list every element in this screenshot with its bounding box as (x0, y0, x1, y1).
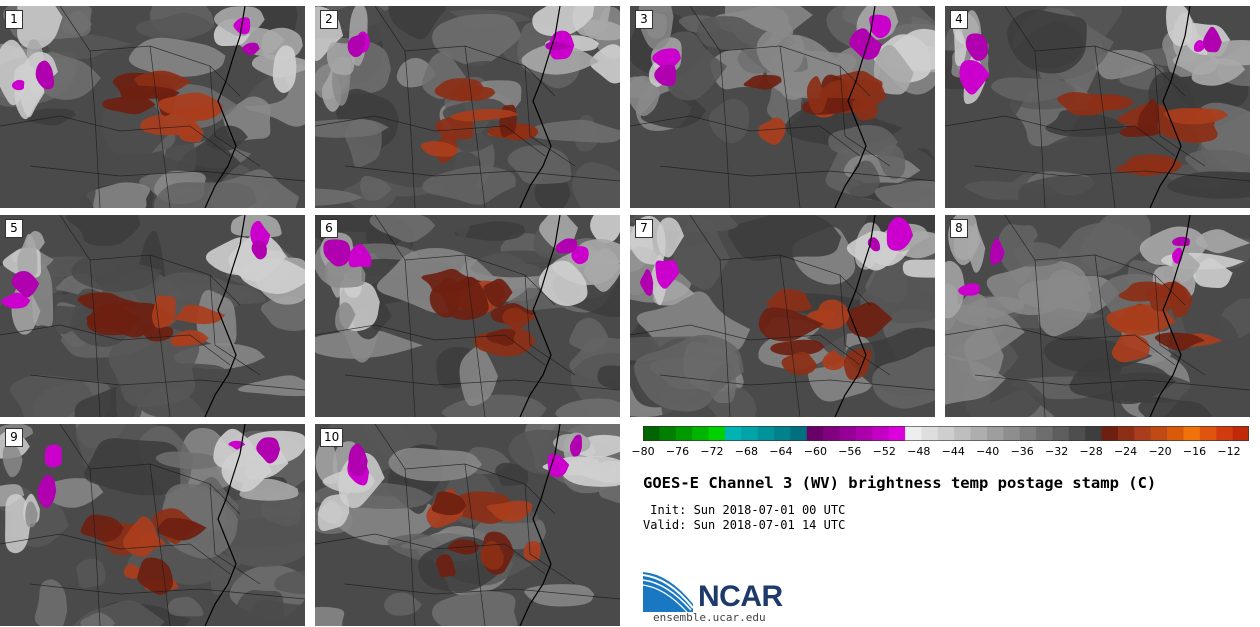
panel-number: 2 (320, 10, 338, 29)
colorbar-segment (1199, 426, 1217, 441)
panel-number: 1 (5, 10, 23, 29)
colorbar-tick-label: −68 (734, 445, 759, 458)
colorbar (643, 426, 1249, 441)
wv-map (315, 215, 620, 417)
colorbar-tick-label: −64 (769, 445, 793, 458)
plot-title: GOES-E Channel 3 (WV) brightness temp po… (643, 474, 1157, 492)
wv-map (630, 215, 935, 417)
ncar-logo-icon (643, 572, 694, 612)
colorbar-tick-label: −12 (1217, 445, 1241, 458)
colorbar-segment (675, 426, 693, 441)
colorbar-segment (1003, 426, 1021, 441)
colorbar-segment (1068, 426, 1086, 441)
panel-number: 5 (5, 219, 23, 238)
colorbar-tick-label: −56 (838, 445, 862, 458)
colorbar-segment (1052, 426, 1070, 441)
panel-number: 6 (320, 219, 338, 238)
colorbar-tick-label: −80 (631, 445, 655, 458)
colorbar-segment (1232, 426, 1249, 441)
colorbar-segment (708, 426, 726, 441)
wv-map (945, 6, 1250, 208)
panel-10: 10 (315, 424, 620, 626)
colorbar-segment (954, 426, 972, 441)
panel-number: 10 (320, 428, 344, 447)
colorbar-segment (905, 426, 922, 441)
panel-2: 2 (315, 6, 620, 208)
colorbar-segment (659, 426, 677, 441)
colorbar-tick-label: −24 (1113, 445, 1138, 458)
colorbar-tick-label: −76 (665, 445, 690, 458)
colorbar-segment (692, 426, 710, 441)
colorbar-segment (888, 426, 906, 441)
colorbar-segment (741, 426, 759, 441)
colorbar-segment (1019, 426, 1037, 441)
colorbar-segment (1183, 426, 1201, 441)
init-time: Init: Sun 2018-07-01 00 UTC (643, 503, 846, 517)
colorbar-tick-label: −36 (1010, 445, 1034, 458)
colorbar-tick-label: −40 (976, 445, 1000, 458)
colorbar-segment (986, 426, 1004, 441)
colorbar-segment (855, 426, 873, 441)
panel-number: 9 (5, 428, 23, 447)
site-url: ensemble.ucar.edu (653, 611, 766, 624)
panel-number: 8 (950, 219, 968, 238)
colorbar-segment (1150, 426, 1168, 441)
panel-7: 7 (630, 215, 935, 417)
colorbar-tick-label: −60 (803, 445, 827, 458)
colorbar-tick-label: −48 (907, 445, 931, 458)
colorbar-segment (970, 426, 988, 441)
panel-number: 4 (950, 10, 968, 29)
colorbar-segment (757, 426, 775, 441)
colorbar-segment (937, 426, 955, 441)
colorbar-tick-label: −72 (700, 445, 724, 458)
ncar-logo-text: NCAR (698, 580, 783, 613)
colorbar-segment (1167, 426, 1184, 441)
colorbar-segment (823, 426, 841, 441)
panel-4: 4 (945, 6, 1250, 208)
panel-5: 5 (0, 215, 305, 417)
colorbar-segment (839, 426, 857, 441)
colorbar-tick-label: −32 (1045, 445, 1069, 458)
wv-map (315, 6, 620, 208)
colorbar-segment (1117, 426, 1135, 441)
colorbar-segment (643, 426, 660, 441)
colorbar-segment (724, 426, 742, 441)
colorbar-segment (872, 426, 890, 441)
colorbar-segment (1101, 426, 1119, 441)
colorbar-segment (1216, 426, 1234, 441)
colorbar-segment (1085, 426, 1103, 441)
wv-map (0, 424, 305, 626)
panel-number: 7 (635, 219, 653, 238)
wv-map (945, 215, 1250, 417)
colorbar-tick-label: −28 (1079, 445, 1103, 458)
wv-map (630, 6, 935, 208)
panel-1: 1 (0, 6, 305, 208)
panel-number: 3 (635, 10, 653, 29)
colorbar-segment (1036, 426, 1053, 441)
wv-map (0, 6, 305, 208)
colorbar-tick-label: −20 (1148, 445, 1172, 458)
panel-3: 3 (630, 6, 935, 208)
colorbar-tick-label: −52 (872, 445, 896, 458)
colorbar-segment (1134, 426, 1152, 441)
colorbar-segment (806, 426, 824, 441)
panel-9: 9 (0, 424, 305, 626)
colorbar-tick-label: −44 (941, 445, 965, 458)
panel-6: 6 (315, 215, 620, 417)
wv-map (315, 424, 620, 626)
colorbar-segment (774, 426, 791, 441)
colorbar-segment (921, 426, 939, 441)
valid-time: Valid: Sun 2018-07-01 14 UTC (643, 518, 846, 532)
colorbar-segment (790, 426, 808, 441)
panel-8: 8 (945, 215, 1250, 417)
colorbar-tick-label: −16 (1182, 445, 1207, 458)
wv-map (0, 215, 305, 417)
